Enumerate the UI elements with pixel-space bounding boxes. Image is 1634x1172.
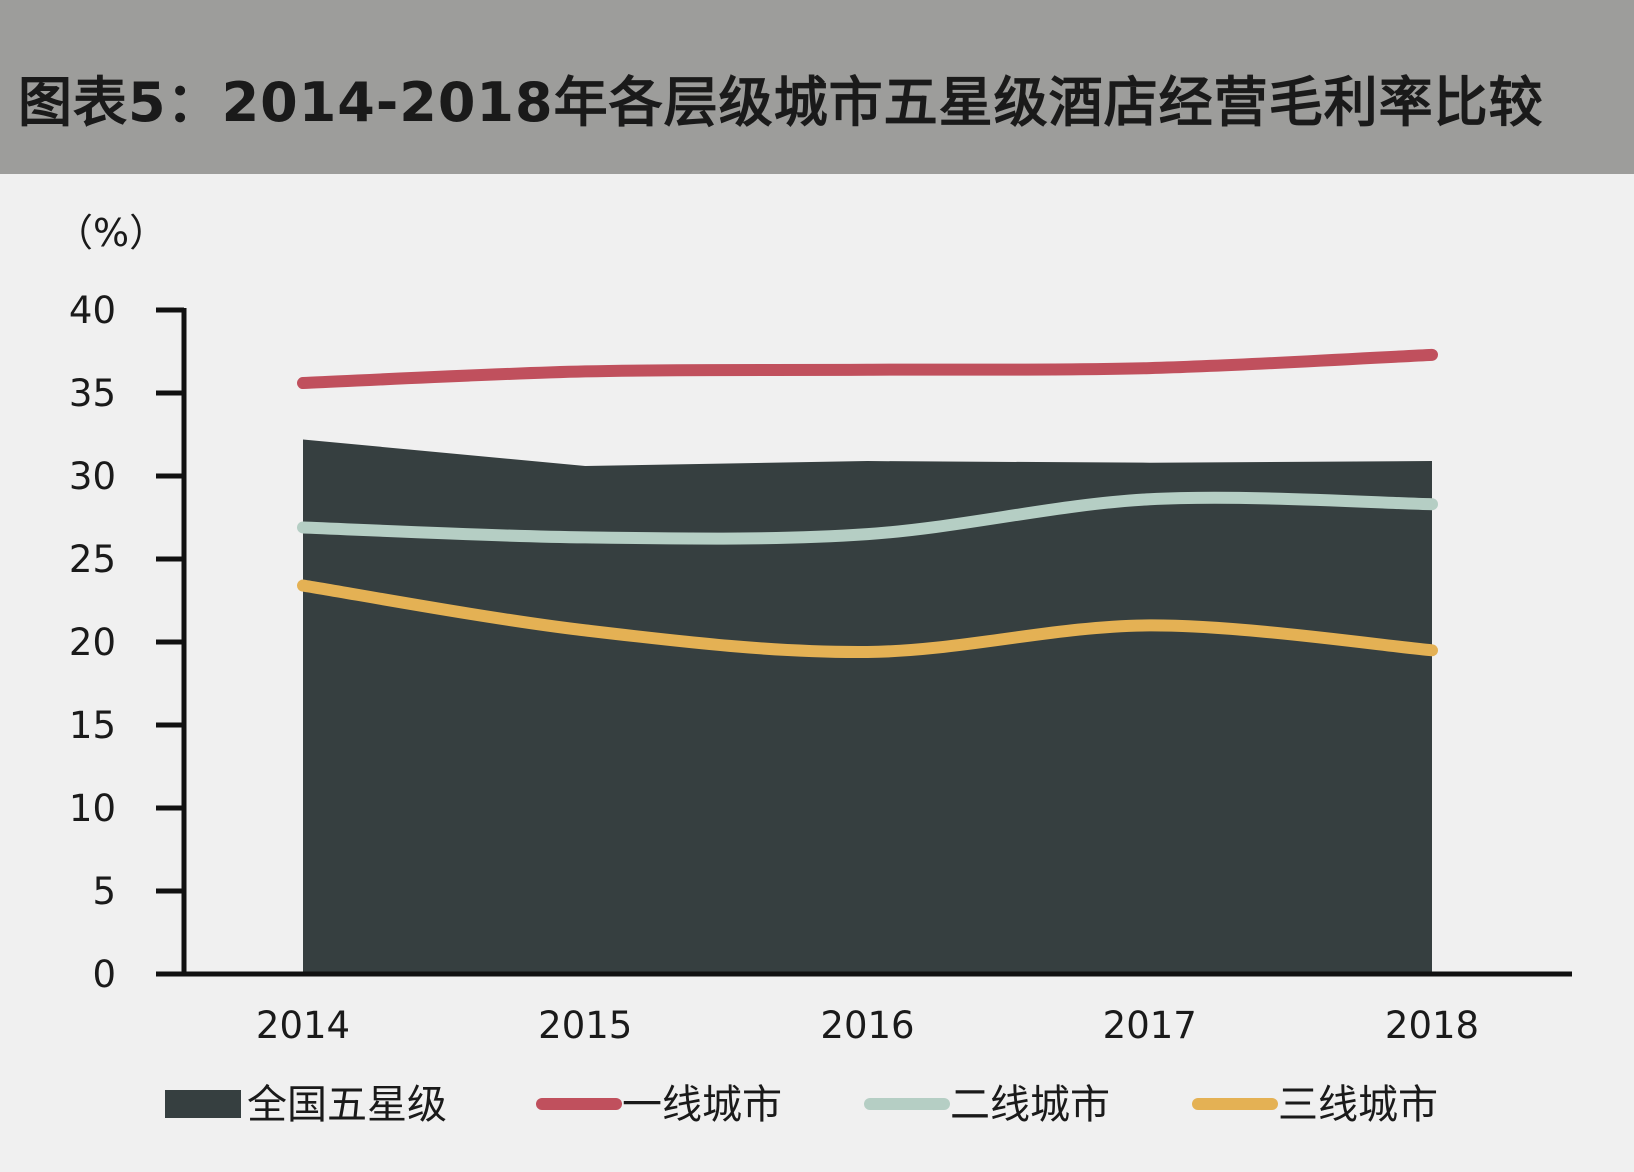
legend-swatch-area xyxy=(165,1090,241,1118)
y-tick-label: 35 xyxy=(69,372,116,415)
y-tick-label: 20 xyxy=(69,621,116,664)
x-tick-label: 2017 xyxy=(1103,1004,1197,1047)
line-series-2 xyxy=(297,491,1438,545)
x-tick-label: 2014 xyxy=(256,1004,350,1047)
legend-label: 三线城市 xyxy=(1278,1082,1438,1128)
line-series-3 xyxy=(297,579,1438,658)
legend-label: 全国五星级 xyxy=(247,1082,447,1128)
chart-title: 图表5：2014-2018年各层级城市五星级酒店经营毛利率比较 xyxy=(18,71,1544,134)
y-tick-label: 15 xyxy=(69,704,116,747)
area-series-national-five-star xyxy=(303,439,1432,975)
legend-item: 二线城市 xyxy=(864,1082,1110,1128)
y-tick-label: 0 xyxy=(92,953,116,996)
legend-item: 三线城市 xyxy=(1192,1082,1438,1128)
x-tick-label: 2018 xyxy=(1385,1004,1479,1047)
y-tick-label: 40 xyxy=(69,289,116,332)
legend-label: 二线城市 xyxy=(950,1082,1110,1128)
legend-item: 全国五星级 xyxy=(165,1082,447,1128)
x-tick-label: 2015 xyxy=(538,1004,632,1047)
title-bar: 图表5：2014-2018年各层级城市五星级酒店经营毛利率比较 xyxy=(0,0,1634,174)
y-tick-label: 30 xyxy=(69,455,116,498)
legend-item: 一线城市 xyxy=(536,1082,782,1128)
y-tick-label: 10 xyxy=(69,787,116,830)
y-tick-label: 5 xyxy=(92,870,116,913)
y-axis-unit-label: （%） xyxy=(55,211,167,255)
line-series-1 xyxy=(297,348,1438,390)
x-tick-label: 2016 xyxy=(820,1004,914,1047)
y-tick-label: 25 xyxy=(69,538,116,581)
legend-label: 一线城市 xyxy=(622,1082,782,1128)
